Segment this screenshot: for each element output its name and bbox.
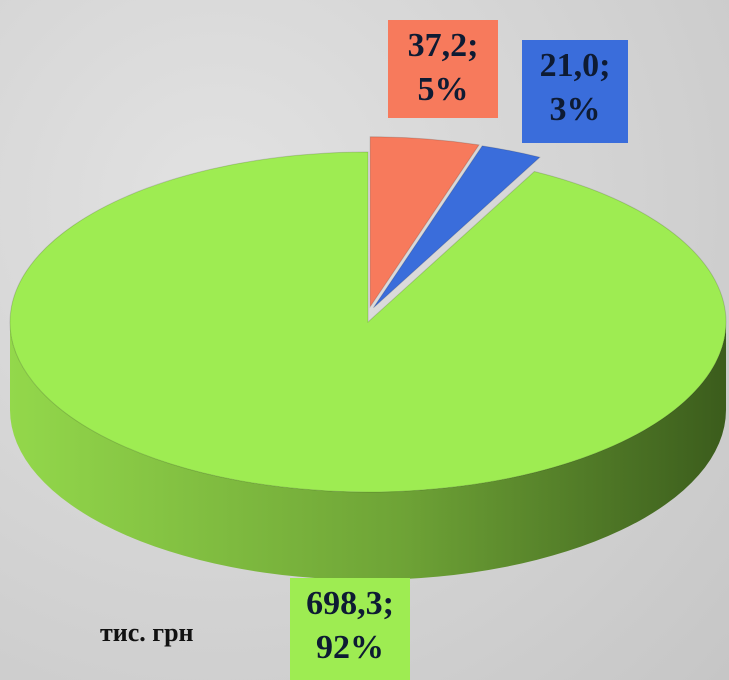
data-label: 21,0; 3%: [522, 40, 628, 143]
slice: [9, 151, 727, 493]
data-label: 37,2; 5%: [388, 20, 498, 118]
slice: [369, 136, 480, 309]
data-label: 698,3; 92%: [290, 578, 410, 680]
unit-annotation: тис. грн: [100, 618, 194, 647]
slice-side: [10, 322, 726, 580]
slice: [372, 145, 541, 309]
